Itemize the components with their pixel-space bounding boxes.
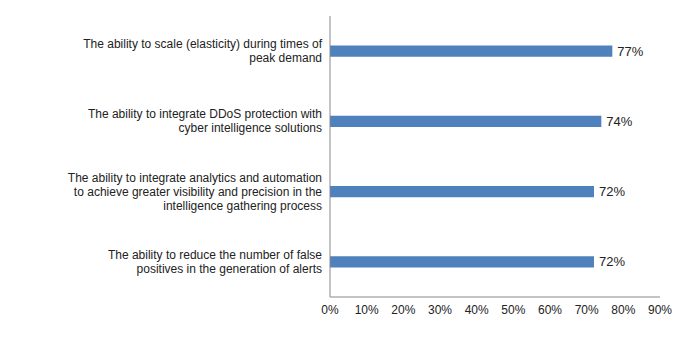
svg-text:90%: 90% [648,303,672,317]
svg-text:20%: 20% [391,303,415,317]
svg-text:0%: 0% [321,303,339,317]
svg-text:30%: 30% [428,303,452,317]
svg-text:70%: 70% [575,303,599,317]
svg-text:80%: 80% [611,303,635,317]
svg-text:10%: 10% [355,303,379,317]
svg-text:40%: 40% [465,303,489,317]
svg-text:The ability to scale (elastici: The ability to scale (elasticity) during… [83,37,322,65]
svg-text:77%: 77% [617,44,643,59]
svg-text:The ability to integrate DDoS: The ability to integrate DDoS protection… [88,107,322,135]
svg-text:50%: 50% [501,303,525,317]
svg-text:60%: 60% [538,303,562,317]
svg-text:72%: 72% [599,184,625,199]
svg-text:The ability to integrate analy: The ability to integrate analytics and a… [68,171,322,213]
svg-text:72%: 72% [599,254,625,269]
svg-text:74%: 74% [606,114,632,129]
svg-text:The ability to reduce the numb: The ability to reduce the number of fals… [108,248,322,276]
